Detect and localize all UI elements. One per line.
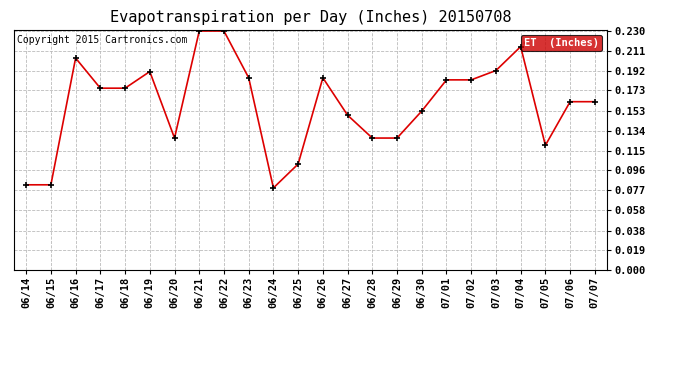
Legend: ET  (Inches): ET (Inches) xyxy=(521,35,602,51)
Text: Copyright 2015 Cartronics.com: Copyright 2015 Cartronics.com xyxy=(17,35,187,45)
Title: Evapotranspiration per Day (Inches) 20150708: Evapotranspiration per Day (Inches) 2015… xyxy=(110,10,511,25)
